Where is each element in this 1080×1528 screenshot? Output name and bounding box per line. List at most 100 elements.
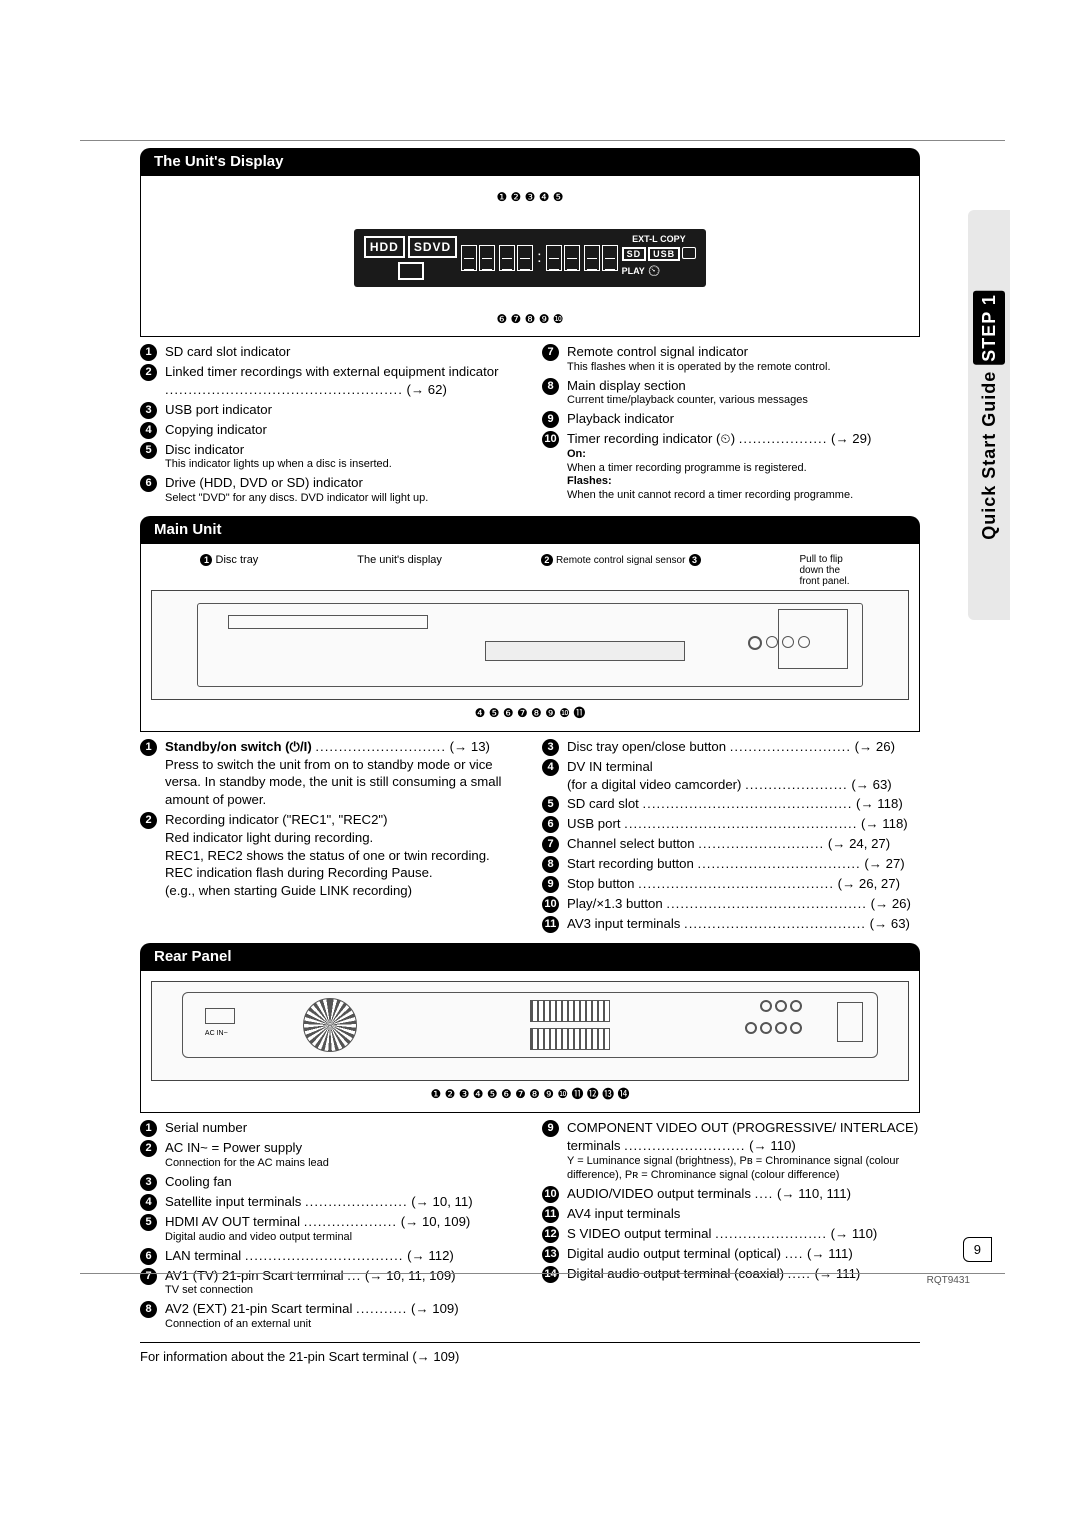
legend-number: 7 (542, 344, 559, 361)
disp-sd: SD (622, 247, 647, 261)
legend-number: 13 (542, 1246, 559, 1263)
label-remote-sensor: Remote control signal sensor (556, 555, 686, 566)
legend-body: Disc indicatorThis indicator lights up w… (165, 441, 518, 473)
legend-body: Copying indicator (165, 421, 518, 439)
legend-body: AV4 input terminals (567, 1205, 920, 1223)
display-diagram-box: ❶ ❷ ❸ ❹ ❺ HDD SDVD : (140, 175, 920, 337)
legend-body: Stop button ............................… (567, 875, 920, 893)
legend-number: 4 (140, 422, 157, 439)
rear-callouts: ❶ ❷ ❸ ❹ ❺ ❻ ❼ ❽ ❾ ❿ ⓫ ⓬ ⓭ ⓮ (151, 1085, 909, 1102)
legend-item: 3 Cooling fan (140, 1173, 518, 1191)
legend-item: 6Drive (HDD, DVD or SD) indicatorSelect … (140, 474, 518, 506)
legend-number: 9 (542, 1120, 559, 1137)
legend-item: 4 DV IN terminal(for a digital video camc… (542, 758, 920, 794)
legend-body: USB port indicator (165, 401, 518, 419)
legend-body: SD card slot indicator (165, 343, 518, 361)
legend-number: 7 (140, 1268, 157, 1285)
legend-number: 8 (140, 1301, 157, 1318)
legend-item: 12S VIDEO output terminal ..............… (542, 1225, 920, 1243)
disp-copy: COPY (660, 234, 686, 244)
legend-number: 6 (542, 816, 559, 833)
legend-item: 13 Digital audio output terminal (optical… (542, 1245, 920, 1263)
legend-body: Serial number (165, 1119, 518, 1137)
legend-number: 2 (140, 364, 157, 381)
legend-body: AUDIO/VIDEO output terminals .... (→ 110… (567, 1185, 920, 1203)
legend-number: 10 (542, 431, 559, 448)
legend-item: 5 HDMI AV OUT terminal ..................… (140, 1213, 518, 1245)
legend-body: Disc tray open/close button ............… (567, 738, 920, 756)
section-header-main-unit: Main Unit (140, 516, 920, 543)
legend-item: 10AUDIO/VIDEO output terminals .... (→ 1… (542, 1185, 920, 1203)
legend-number: 5 (542, 796, 559, 813)
legend-body: S VIDEO output terminal ................… (567, 1225, 920, 1243)
legend-body: COMPONENT VIDEO OUT (PROGRESSIVE/ INTERL… (567, 1119, 920, 1182)
legend-body: Play/×1.3 button .......................… (567, 895, 920, 913)
legend-number: 1 (140, 344, 157, 361)
legend-number: 9 (542, 876, 559, 893)
section-header-display: The Unit's Display (140, 148, 920, 175)
legend-item: 10 Timer recording indicator (⏲) ........… (542, 430, 920, 503)
legend-number: 9 (542, 411, 559, 428)
rear-footer: For information about the 21-pin Scart t… (140, 1342, 920, 1364)
legend-number: 11 (542, 1206, 559, 1223)
legend-number: 11 (542, 916, 559, 933)
seven-seg-group4 (584, 245, 618, 271)
legend-number: 1 (140, 1120, 157, 1137)
legend-number: 4 (140, 1194, 157, 1211)
display-legend: 1SD card slot indicator2Linked timer rec… (140, 343, 920, 508)
legend-body: Cooling fan (165, 1173, 518, 1191)
legend-number: 5 (140, 1214, 157, 1231)
legend-item: 1 SD card slot indicator (140, 343, 518, 361)
disp-hdd: HDD (364, 236, 405, 258)
legend-body: Playback indicator (567, 410, 920, 428)
legend-item: 10Play/×1.3 button .....................… (542, 895, 920, 913)
main-unit-legend: 1 Standby/on switch (⏻/I) ...............… (140, 738, 920, 936)
legend-number: 1 (140, 739, 157, 756)
legend-body: AV1 (TV) 21-pin Scart terminal ... (→ 10… (165, 1267, 518, 1299)
rear-diagram-box: AC IN~ ❶ ❷ ❸ ❹ ❺ ❻ ❼ ❽ ❾ ❿ ⓫ ⓬ ⓭ ⓮ (140, 970, 920, 1113)
legend-number: 8 (542, 378, 559, 395)
seven-seg-group3 (546, 245, 580, 271)
legend-number: 2 (140, 1140, 157, 1157)
legend-number: 6 (140, 475, 157, 492)
legend-body: AV2 (EXT) 21-pin Scart terminal ........… (165, 1300, 518, 1332)
legend-body: AV3 input terminals ....................… (567, 915, 920, 933)
legend-item: 1 Standby/on switch (⏻/I) ...............… (140, 738, 518, 809)
main-unit-diagram (151, 590, 909, 700)
legend-item: 9 Stop button ...........................… (542, 875, 920, 893)
seven-seg-group1 (461, 245, 495, 271)
legend-body: AC IN~ = Power supplyConnection for the … (165, 1139, 518, 1171)
legend-item: 6LAN terminal ..........................… (140, 1247, 518, 1265)
side-tab-step: STEP 1 (973, 291, 1005, 365)
legend-number: 3 (140, 1174, 157, 1191)
section-header-rear: Rear Panel (140, 943, 920, 970)
legend-item: 14Digital audio output terminal (coaxial… (542, 1265, 920, 1283)
legend-number: 7 (542, 836, 559, 853)
legend-body: Main display sectionCurrent time/playbac… (567, 377, 920, 409)
legend-item: 4Satellite input terminals .............… (140, 1193, 518, 1211)
legend-body: Digital audio output terminal (optical) … (567, 1245, 920, 1263)
legend-item: 7 AV1 (TV) 21-pin Scart terminal ... (→ 1… (140, 1267, 518, 1299)
label-unit-display: The unit's display (357, 554, 442, 587)
display-diagram: HDD SDVD : EXT (151, 208, 909, 308)
legend-body: Recording indicator ("REC1", "REC2")Red … (165, 811, 518, 900)
legend-item: 6USB port ..............................… (542, 815, 920, 833)
legend-body: Standby/on switch (⏻/I) ................… (165, 738, 518, 809)
main-unit-callouts: ❹ ❺ ❻ ❼ ❽ ❾ ❿ ⓫ (151, 704, 909, 721)
side-tab-prefix: Quick Start Guide (979, 370, 999, 539)
disp-sdvd: SDVD (408, 236, 457, 258)
legend-item: 5SD card slot ..........................… (542, 795, 920, 813)
main-unit-diagram-box: 1 Disc tray The unit's display 2 Remote … (140, 543, 920, 732)
legend-item: 4 Copying indicator (140, 421, 518, 439)
legend-item: 2 AC IN~ = Power supplyConnection for the… (140, 1139, 518, 1171)
legend-item: 1 Serial number (140, 1119, 518, 1137)
legend-number: 4 (542, 759, 559, 776)
legend-item: 2Recording indicator ("REC1", "REC2")Red… (140, 811, 518, 900)
legend-item: 7Remote control signal indicatorThis fla… (542, 343, 920, 375)
legend-body: DV IN terminal(for a digital video camco… (567, 758, 920, 794)
legend-number: 3 (542, 739, 559, 756)
label-disc-tray: Disc tray (216, 554, 259, 566)
legend-body: Timer recording indicator (⏲) ..........… (567, 430, 920, 503)
legend-item: 9 Playback indicator (542, 410, 920, 428)
legend-body: HDMI AV OUT terminal ...................… (165, 1213, 518, 1245)
